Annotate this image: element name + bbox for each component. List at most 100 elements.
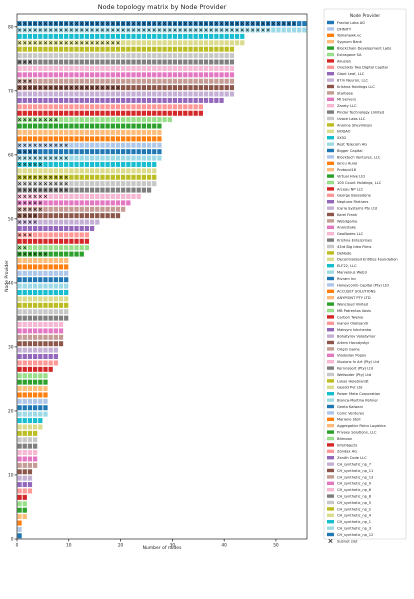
- y-tick-label: 30: [8, 344, 14, 350]
- node-cell: [58, 193, 64, 199]
- node-cell: [58, 104, 64, 110]
- node-cell: [48, 161, 53, 167]
- node-cell: [22, 168, 27, 174]
- node-cell: [152, 72, 157, 78]
- subnet-slot-marker: [23, 150, 27, 154]
- node-cell: [110, 117, 115, 123]
- node-cell: [157, 85, 162, 91]
- node-cell: [131, 161, 136, 167]
- subnet-slot-marker: [38, 188, 42, 192]
- node-cell: [74, 123, 79, 129]
- node-cell: [110, 193, 115, 199]
- subnet-slot-marker: [28, 79, 32, 83]
- subnet-slot-marker: [80, 22, 84, 26]
- node-cell: [193, 78, 198, 84]
- subnet-slot-marker: [18, 207, 22, 211]
- node-cell: [22, 104, 27, 110]
- node-cell: [214, 85, 219, 91]
- node-cell: [126, 59, 131, 65]
- node-cell: [105, 33, 110, 39]
- node-cell: [219, 91, 224, 97]
- subnet-slot-marker: [111, 28, 115, 32]
- node-cell: [33, 72, 38, 78]
- node-cell: [48, 53, 53, 59]
- node-cell: [188, 59, 193, 65]
- node-cell: [110, 65, 115, 71]
- node-cell: [27, 97, 33, 103]
- subnet-slot-marker: [43, 28, 48, 32]
- legend-label: Coinc Ventures: [337, 411, 364, 415]
- node-cell: [162, 117, 167, 123]
- legend-label: Geodd Pvt Ltd: [337, 386, 362, 390]
- node-cell: [136, 136, 141, 142]
- node-cell: [22, 405, 27, 411]
- legend-label: Power Meta Corporation: [337, 392, 380, 396]
- legend-label: CH_synthetic_np_6: [337, 488, 372, 492]
- node-cell: [58, 290, 64, 295]
- subnet-slot-marker: [18, 182, 22, 186]
- node-cell: [17, 264, 22, 270]
- node-cell: [22, 347, 27, 353]
- node-cell: [58, 206, 64, 212]
- node-cell: [110, 110, 115, 116]
- node-cell: [84, 174, 90, 180]
- node-cell: [131, 78, 136, 84]
- node-cell: [229, 59, 235, 65]
- node-cell: [69, 110, 74, 116]
- node-cell: [126, 200, 131, 206]
- node-cell: [157, 142, 162, 148]
- legend-swatch: [327, 302, 334, 306]
- node-cell: [157, 91, 162, 97]
- node-cell: [43, 46, 48, 52]
- legend: Node Provider Fractal Labs AGDFINITYToma…: [323, 8, 407, 543]
- node-cell: [162, 53, 167, 59]
- subnet-slot-marker: [18, 246, 22, 250]
- subnet-slot-marker: [126, 28, 130, 32]
- node-cell: [17, 469, 22, 475]
- node-cell: [100, 155, 105, 161]
- node-cell: [136, 72, 141, 78]
- node-cell: [193, 59, 198, 65]
- legend-swatch: [327, 449, 334, 453]
- node-cell: [38, 110, 43, 116]
- node-cell: [33, 456, 38, 462]
- node-cell: [193, 33, 198, 39]
- subnet-slot-marker: [157, 22, 161, 26]
- node-cell: [209, 97, 214, 103]
- node-cell: [286, 27, 291, 33]
- node-cell: [95, 168, 100, 174]
- node-cell: [141, 46, 146, 52]
- subnet-slot-marker: [59, 143, 63, 147]
- node-cell: [100, 123, 105, 129]
- node-cell: [48, 33, 53, 39]
- node-cell: [141, 65, 146, 71]
- node-cell: [193, 110, 198, 116]
- node-cell: [53, 91, 58, 97]
- node-cell: [64, 251, 69, 257]
- node-cell: [48, 72, 53, 78]
- subnet-slot-marker: [54, 188, 58, 192]
- node-cell: [79, 129, 84, 135]
- node-cell: [89, 78, 95, 84]
- node-cell: [33, 91, 38, 97]
- node-cell: [126, 174, 131, 180]
- node-cell: [38, 33, 43, 39]
- subnet-slot-marker: [18, 214, 22, 218]
- node-cell: [22, 277, 27, 283]
- node-cell: [69, 213, 74, 219]
- subnet-slot-marker: [43, 22, 48, 26]
- node-cell: [89, 53, 95, 59]
- subnet-slot-marker: [18, 118, 22, 122]
- node-cell: [95, 53, 100, 59]
- subnet-slot-marker: [137, 28, 141, 32]
- subnet-slot-marker: [90, 86, 94, 90]
- node-cell: [48, 302, 53, 308]
- subnet-slot-marker: [100, 41, 105, 45]
- node-cell: [17, 443, 22, 449]
- node-cell: [121, 168, 126, 174]
- node-cell: [79, 161, 84, 167]
- legend-label: 0X52: [337, 136, 346, 140]
- node-cell: [64, 161, 69, 167]
- subnet-slot-marker: [194, 22, 198, 26]
- node-cell: [121, 78, 126, 84]
